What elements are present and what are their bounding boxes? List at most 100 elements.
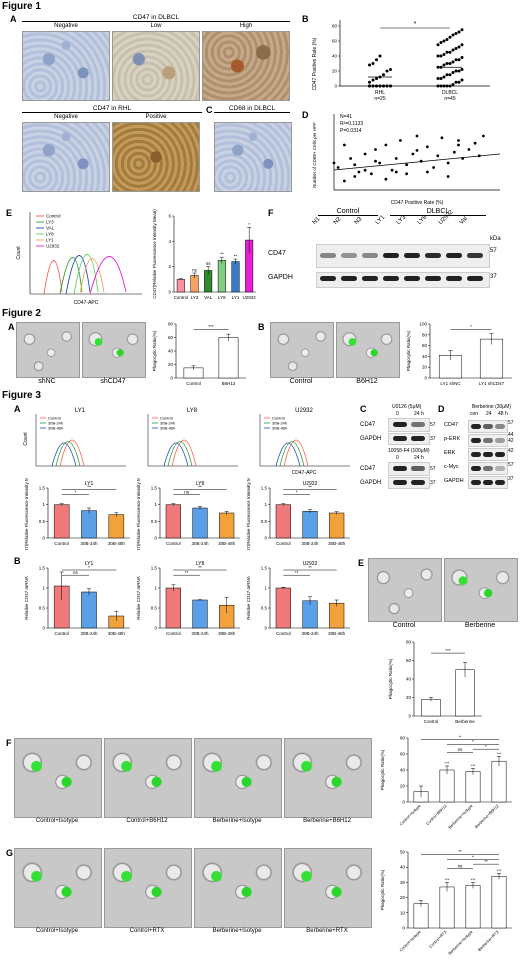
rhl-point <box>378 54 382 58</box>
dlbcl-point <box>442 63 446 67</box>
scatter-point <box>394 170 398 174</box>
x-category-label: Control <box>174 295 189 300</box>
bar-LY1 <box>231 261 240 293</box>
legend-label: LY3 <box>46 220 54 225</box>
x-category-label: Control <box>276 631 291 636</box>
dlbcl-point <box>442 39 446 43</box>
fig2b-barchart: 0 20 40 60 80 100 Phagocytic Ratio(%) LY1 shNC L… <box>406 322 512 386</box>
ihc-image-low <box>112 31 200 101</box>
flow-curve <box>275 442 301 467</box>
ytick-label: 100 <box>419 322 427 327</box>
rhl-point <box>375 58 378 62</box>
dlbcl-point <box>436 77 440 80</box>
phago-image-label: Control+B6H12 <box>126 818 168 824</box>
bar-B6H12 <box>218 337 239 379</box>
ytick-label: 0 <box>170 376 173 381</box>
fig3c-time2-24: 24 h <box>414 455 424 461</box>
y-axis-label: Phagocytic Ratio(%) <box>380 749 385 790</box>
fig3f-barchart: 0 20 40 60 80 Phagocytic Ratio(%) Control+Isot… <box>380 734 512 830</box>
panel-label-1e: E <box>6 208 13 218</box>
phago-image <box>194 848 282 928</box>
fig3b-u2932-barchart: 0 0.5 1 1.5 Relative CD47 mRNA U2932 Control 30… <box>246 561 350 636</box>
phago-image-label: Control+Isotype <box>35 928 79 934</box>
fig3c-blot2-cd47 <box>388 462 430 476</box>
fig3d-kda: 44 <box>508 432 514 438</box>
dlbcl-point <box>454 80 458 84</box>
dlbcl-point <box>436 43 440 47</box>
x-category-label: Control+RTX <box>428 929 448 949</box>
fig3e-barchart: 0 20 40 60 80 Phagocytic Ratio(%) Control Berbe… <box>388 640 482 724</box>
rhl-point <box>371 78 375 82</box>
dlbcl-point <box>439 84 443 88</box>
legend-label: Control <box>160 416 173 421</box>
fig3c-row1-gapdh: GAPDH <box>360 436 382 442</box>
ytick-label: 80 <box>168 322 174 327</box>
phago-image <box>14 738 102 818</box>
fig3c-row2-cd47: CD47 <box>360 466 376 472</box>
scatter-point <box>482 134 485 138</box>
scatter-point <box>425 170 429 174</box>
fig3c-kda2-57: 57 <box>430 466 436 472</box>
x-category-label: LY3 <box>191 295 199 300</box>
ytick-label: 1.5 <box>39 486 46 491</box>
ytick-label: 60 <box>406 658 412 663</box>
fig3d-band <box>495 438 505 443</box>
scatter-point <box>353 163 357 167</box>
fig1f-group-control: Control <box>318 208 378 216</box>
sig-bracket-label: * <box>485 744 487 749</box>
ytick-label: 0.5 <box>151 519 158 524</box>
sig-bracket-label: * <box>88 565 90 570</box>
flow-title: LY1 <box>75 408 86 414</box>
sig-mark: *** <box>445 877 450 882</box>
fig3d-band <box>495 480 505 485</box>
x-category-label: 30B-48h <box>218 541 236 546</box>
ytick-label: 0 <box>402 800 405 805</box>
fig3c-kda1-57: 57 <box>430 422 436 428</box>
x-category-label: 30B-48h <box>328 631 346 636</box>
sig-bracket-label: ns <box>458 747 464 752</box>
fig1a-col2-negative: Negative <box>54 114 78 120</box>
legend-label: 30B-48h <box>160 426 175 431</box>
x-category-label: 30B-24h <box>80 541 98 546</box>
x-category-label: Control <box>424 719 439 724</box>
bar-30B-24h <box>192 507 208 539</box>
dlbcl-point <box>457 69 461 73</box>
fig3d-band <box>471 438 481 443</box>
dlbcl-point <box>445 62 449 65</box>
x-category-label: 30B-48h <box>218 631 236 636</box>
y-axis-label: CD47(Relative Fluorescence Intensity Mea… <box>246 478 251 550</box>
ytick-label: 0 <box>402 926 405 931</box>
x-category-label: LY8 <box>218 295 226 300</box>
scatter-point <box>384 143 388 147</box>
fig3d-band <box>483 438 493 443</box>
rhl-point <box>389 68 392 71</box>
ihc-image-cd68 <box>214 122 292 192</box>
hist-control <box>43 260 63 295</box>
fig1f-band-cd47 <box>467 253 483 258</box>
scatter-point <box>432 166 435 169</box>
x-category-label: Control <box>186 381 201 386</box>
fig3d-blot-row <box>468 434 508 447</box>
dlbcl-point <box>451 33 455 37</box>
legend-label: 30B-24h <box>48 421 63 426</box>
scatter-point <box>353 175 357 178</box>
fig1f-blot-panel: Control DLBCL N1 N2 N3 LY1 LY3 LY8 U2932 Val kD… <box>268 208 501 308</box>
x-category-label: Control <box>166 631 181 636</box>
panel-label-3e: E <box>358 558 365 568</box>
legend-label: Control <box>272 416 285 421</box>
dlbcl-point <box>442 53 446 56</box>
fig1f-band-gapdh <box>404 276 420 281</box>
sig-mark: ** <box>220 252 224 257</box>
ihc-image-high <box>202 31 290 101</box>
bar-LY1 shCD47 <box>479 338 504 379</box>
ytick-label: 1 <box>264 502 267 507</box>
fig3d-row-label: ERK <box>444 450 456 456</box>
fig1f-row-cd47: CD47 <box>268 250 286 257</box>
flow-curve <box>279 441 305 467</box>
bar-Control+Isotype <box>413 903 429 929</box>
x-category-label: 30B-48h <box>328 541 346 546</box>
fig3d-band <box>483 480 493 485</box>
bar-Control+B6H12 <box>439 769 455 803</box>
fig1f-band-gapdh <box>467 276 483 281</box>
